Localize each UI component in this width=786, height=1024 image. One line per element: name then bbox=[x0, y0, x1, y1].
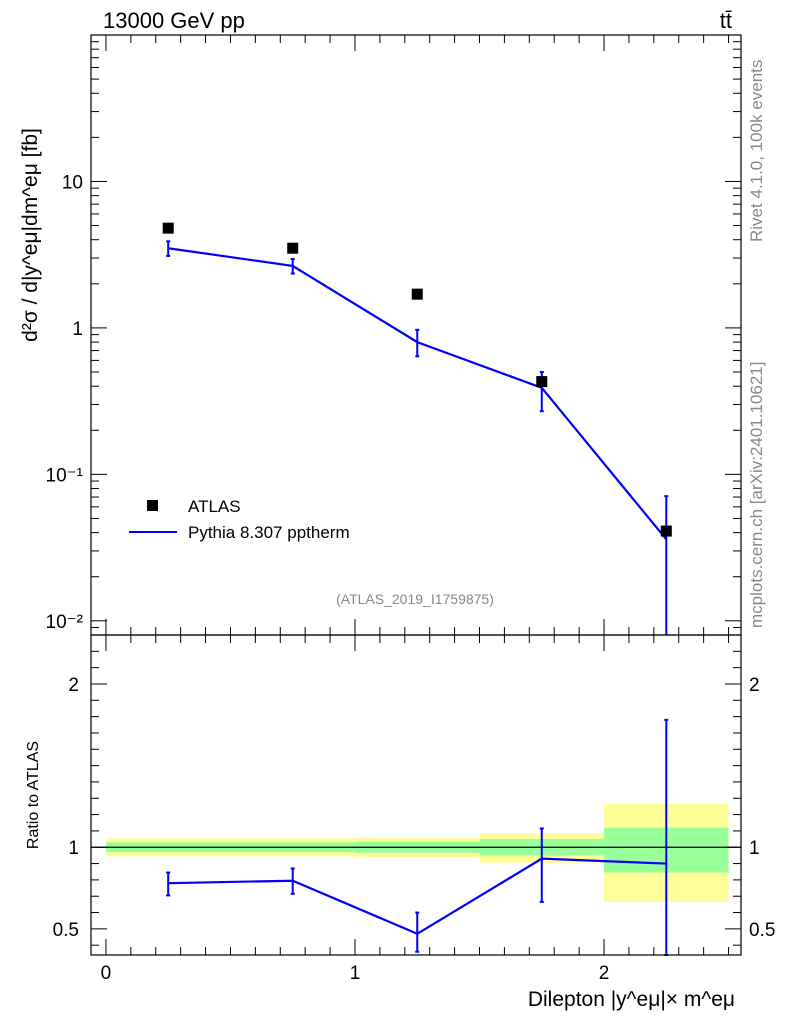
main-y-axis-label: d²σ / d|y^eμ|dm^eμ [fb] bbox=[19, 128, 42, 342]
legend: ATLAS Pythia 8.307 pptherm bbox=[129, 497, 350, 542]
x-tick-label: 1 bbox=[350, 963, 361, 984]
atlas-data-point bbox=[287, 242, 299, 254]
ratio-panel: 0.5 0.5 1 1 2 2 0 1 2 Ratio to ATLAS Dilepton |y… bbox=[25, 634, 776, 1011]
atlas-data-point bbox=[660, 525, 672, 537]
ratio-y-axis-label: Ratio to ATLAS bbox=[25, 741, 42, 849]
ratio-ticks bbox=[91, 634, 741, 955]
ratio-y-tick-label-right: 0.5 bbox=[749, 920, 775, 941]
main-y-tick-label: 10⁻² bbox=[46, 612, 84, 633]
atlas-data-point bbox=[536, 376, 548, 388]
main-series bbox=[162, 222, 672, 635]
ratio-tick-labels: 0.5 0.5 1 1 2 2 0 1 2 bbox=[53, 675, 776, 984]
main-y-tick-label: 10 bbox=[62, 172, 83, 193]
legend-atlas-label: ATLAS bbox=[188, 497, 241, 516]
source-label: mcplots.cern.ch [arXiv:2401.10621] bbox=[747, 362, 766, 628]
analysis-tag: (ATLAS_2019_I1759875) bbox=[336, 591, 494, 607]
x-axis-label: Dilepton |y^eμ|× m^eμ bbox=[528, 988, 735, 1011]
main-y-tick-labels: 10 1 10⁻¹ 10⁻² bbox=[46, 172, 84, 632]
energy-label: 13000 GeV pp bbox=[103, 8, 245, 33]
main-y-tick-label: 1 bbox=[72, 319, 83, 340]
x-tick-label: 2 bbox=[599, 963, 610, 984]
main-y-tick-label: 10⁻¹ bbox=[46, 465, 84, 486]
main-ticks bbox=[91, 34, 741, 636]
main-panel: 10 1 10⁻¹ 10⁻² (ATLAS_2019_I1759875) ATLAS … bbox=[19, 34, 742, 636]
ratio-y-tick-label-right: 2 bbox=[749, 675, 760, 696]
process-label: tt̄ bbox=[720, 8, 732, 33]
atlas-data-point bbox=[411, 288, 423, 300]
ratio-y-tick-label-right: 1 bbox=[749, 838, 760, 859]
ratio-y-tick-label-left: 0.5 bbox=[53, 920, 79, 941]
main-frame bbox=[90, 34, 742, 636]
ratio-y-tick-label-left: 1 bbox=[68, 838, 79, 859]
atlas-data-point bbox=[162, 222, 174, 234]
ratio-y-tick-label-left: 2 bbox=[68, 675, 79, 696]
ratio-frame bbox=[90, 634, 742, 956]
legend-atlas-marker bbox=[147, 500, 158, 511]
x-tick-label: 0 bbox=[101, 963, 112, 984]
ratio-uncertainty-bands bbox=[105, 803, 729, 902]
legend-pythia-label: Pythia 8.307 pptherm bbox=[188, 523, 350, 542]
rivet-label: Rivet 4.1.0, 100k events bbox=[747, 60, 766, 242]
